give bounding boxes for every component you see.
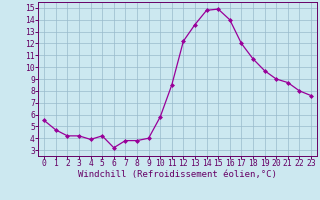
X-axis label: Windchill (Refroidissement éolien,°C): Windchill (Refroidissement éolien,°C) [78,170,277,179]
